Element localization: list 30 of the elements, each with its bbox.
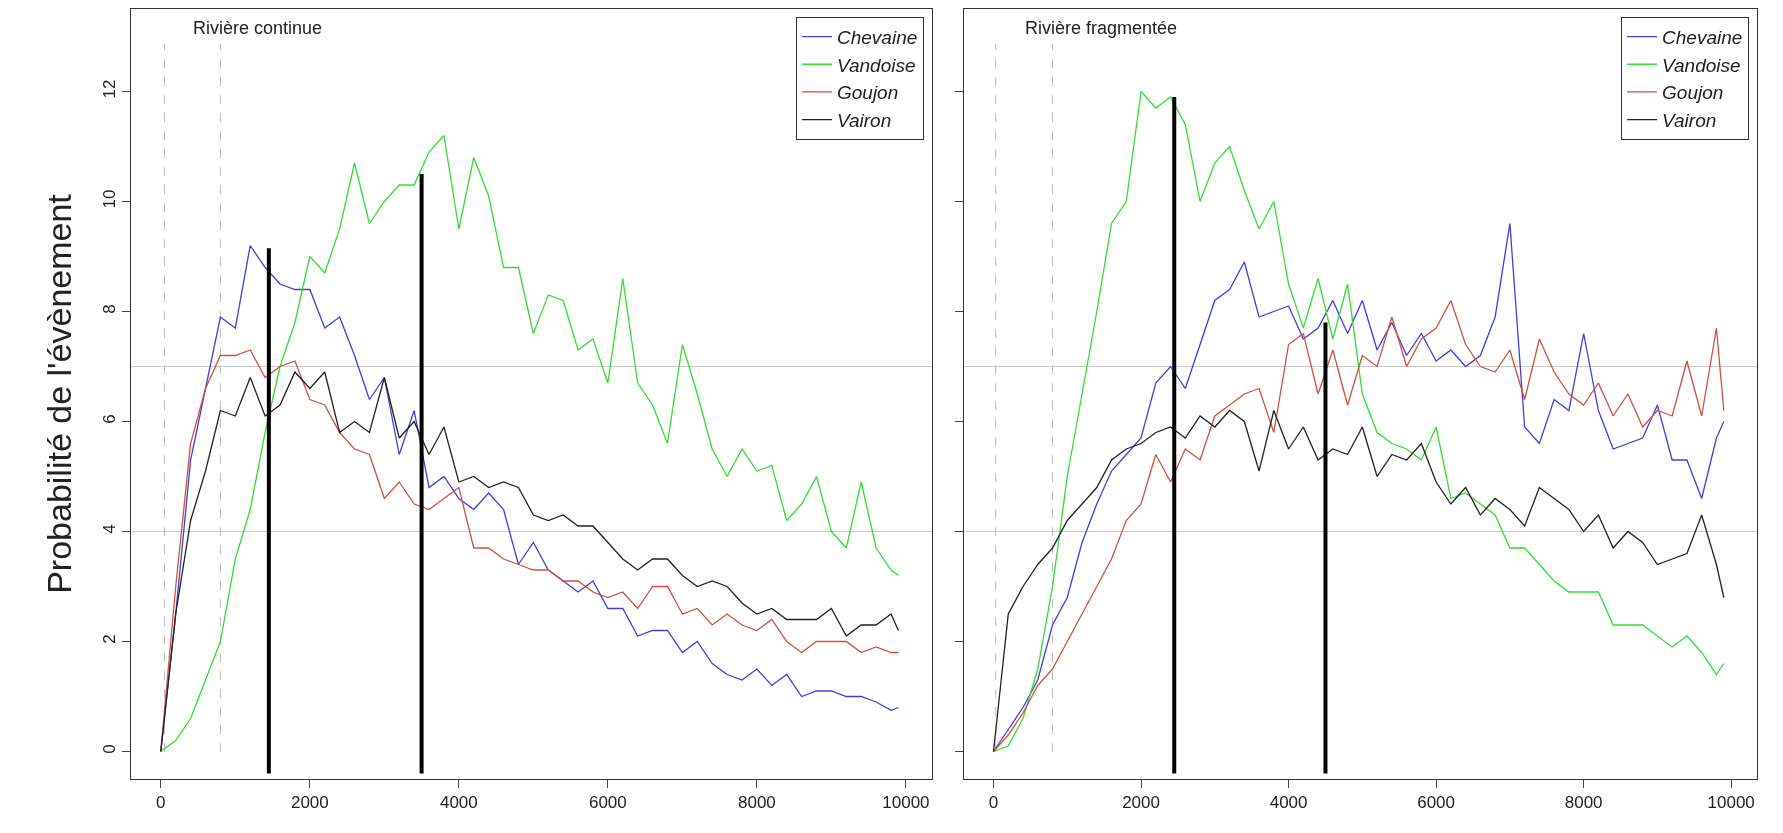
y-tick-label: 4 [100,524,120,534]
legend-label: Chevaine [1662,26,1743,48]
y-tick-label: 10 [100,189,120,209]
legend-label: Goujon [1662,82,1724,104]
x-tick-label: 6000 [588,793,627,813]
legend-label: Vandoise [1662,54,1741,76]
x-tick-label: 10000 [1707,793,1755,813]
x-tick-label: 4000 [1269,793,1308,813]
legend-label: Chevaine [836,26,918,48]
x-tick-label: 2000 [290,793,329,813]
y-tick-label: 12 [100,79,120,99]
legend-label: Vandoise [836,54,916,76]
y-tick-label: 8 [100,304,120,314]
x-tick-label: 8000 [1564,793,1603,813]
x-tick-label: 4000 [439,793,478,813]
y-axis-title: Probabilité de l'évènement [39,193,78,594]
y-tick-label: 2 [100,634,120,644]
legend-label: Vairon [836,110,892,132]
x-tick-label: 10000 [882,793,930,813]
x-tick-label: 6000 [1417,793,1456,813]
x-tick-label: 0 [988,793,999,813]
y-tick-label: 6 [100,414,120,424]
x-tick-label: 2000 [1122,793,1160,813]
y-tick-label: 0 [100,744,120,754]
x-tick-label: 0 [156,793,166,813]
legend-label: Goujon [836,82,899,104]
legend-label: Vairon [1662,110,1717,132]
text: Rivière fragmentée [1025,18,1178,38]
text: Rivière continue [193,18,323,38]
x-tick-label: 8000 [737,793,776,813]
